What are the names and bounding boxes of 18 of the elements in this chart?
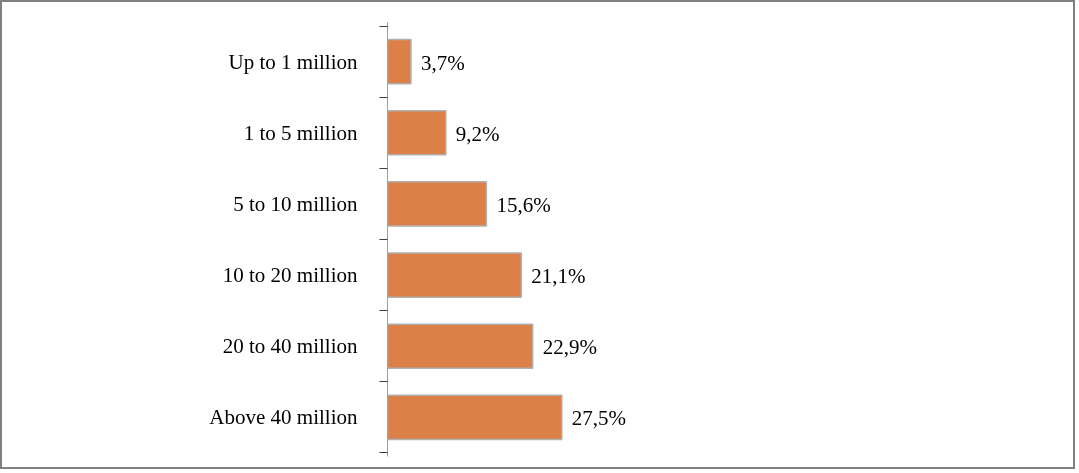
data-label: 9,2%: [455, 121, 500, 146]
data-label: 22,9%: [542, 335, 597, 360]
data-label: 15,6%: [496, 192, 551, 217]
data-label: 3,7%: [420, 50, 465, 75]
bar: [387, 323, 534, 370]
bar: [387, 38, 412, 85]
y-tick-label: 20 to 40 million: [222, 334, 358, 359]
bar: [387, 394, 563, 441]
y-tick-label: 1 to 5 million: [243, 120, 358, 145]
y-tick-label: 10 to 20 million: [222, 263, 358, 288]
y-tick-label: Above 40 million: [209, 405, 358, 430]
bar: [387, 181, 488, 227]
data-label: 21,1%: [531, 264, 586, 289]
data-label: 27,5%: [571, 406, 627, 431]
y-tick-label: 5 to 10 million: [233, 191, 358, 216]
bar: [387, 109, 447, 156]
y-tick-label: Up to 1 million: [228, 49, 358, 74]
bar: [387, 252, 523, 298]
